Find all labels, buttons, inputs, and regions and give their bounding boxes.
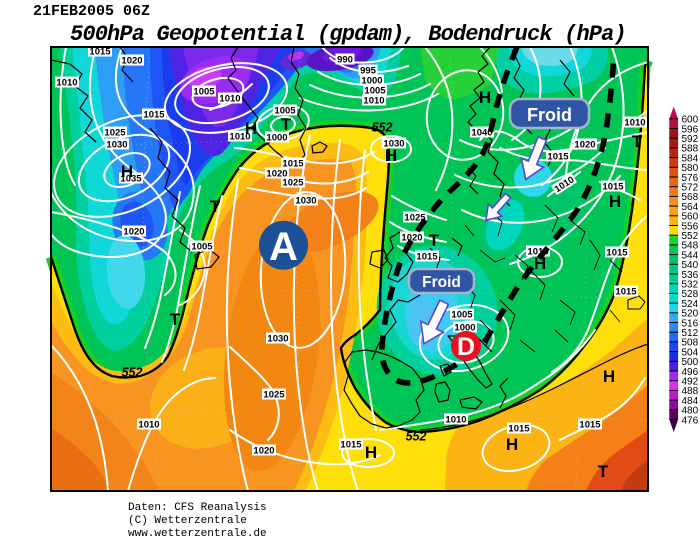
svg-text:1020: 1020 bbox=[121, 56, 142, 67]
svg-text:1020: 1020 bbox=[401, 233, 422, 244]
svg-text:532: 532 bbox=[682, 280, 699, 291]
svg-text:576: 576 bbox=[682, 173, 699, 184]
svg-text:500: 500 bbox=[682, 357, 699, 368]
svg-text:528: 528 bbox=[682, 289, 699, 300]
svg-text:H: H bbox=[365, 443, 377, 462]
svg-text:536: 536 bbox=[682, 270, 699, 281]
svg-text:1025: 1025 bbox=[282, 178, 304, 189]
svg-text:592: 592 bbox=[682, 134, 699, 145]
svg-text:1030: 1030 bbox=[295, 196, 316, 207]
svg-text:1015: 1015 bbox=[89, 47, 111, 58]
svg-text:1010: 1010 bbox=[445, 415, 466, 426]
svg-text:1015: 1015 bbox=[416, 252, 438, 263]
svg-text:544: 544 bbox=[682, 250, 699, 261]
svg-text:524: 524 bbox=[682, 299, 699, 310]
svg-text:1005: 1005 bbox=[193, 87, 215, 98]
svg-text:1000: 1000 bbox=[454, 323, 475, 334]
svg-text:1025: 1025 bbox=[104, 128, 126, 139]
svg-text:T: T bbox=[429, 231, 440, 250]
svg-text:540: 540 bbox=[682, 260, 699, 271]
svg-text:1010: 1010 bbox=[219, 94, 240, 105]
svg-text:1015: 1015 bbox=[602, 182, 624, 193]
svg-text:556: 556 bbox=[682, 221, 699, 232]
svg-text:1015: 1015 bbox=[340, 440, 362, 451]
svg-text:H: H bbox=[603, 367, 615, 386]
svg-text:548: 548 bbox=[682, 241, 699, 252]
svg-text:1020: 1020 bbox=[266, 169, 287, 180]
svg-text:492: 492 bbox=[682, 377, 699, 388]
svg-text:H: H bbox=[534, 254, 546, 273]
svg-text:520: 520 bbox=[682, 309, 699, 320]
svg-text:1040: 1040 bbox=[471, 128, 492, 139]
svg-text:H: H bbox=[479, 88, 491, 107]
svg-text:H: H bbox=[506, 435, 518, 454]
svg-text:560: 560 bbox=[682, 212, 699, 223]
svg-text:1010: 1010 bbox=[624, 118, 645, 129]
svg-text:588: 588 bbox=[682, 144, 699, 155]
svg-text:504: 504 bbox=[682, 347, 699, 358]
svg-text:H: H bbox=[609, 192, 621, 211]
svg-text:564: 564 bbox=[682, 202, 699, 213]
svg-text:D: D bbox=[457, 333, 475, 361]
svg-text:1025: 1025 bbox=[263, 390, 285, 401]
svg-text:1020: 1020 bbox=[574, 140, 595, 151]
svg-text:1015: 1015 bbox=[282, 159, 304, 170]
svg-text:476: 476 bbox=[682, 415, 699, 426]
svg-text:1020: 1020 bbox=[253, 446, 274, 457]
svg-text:480: 480 bbox=[682, 406, 699, 417]
svg-text:Froid: Froid bbox=[527, 105, 572, 125]
svg-text:1005: 1005 bbox=[191, 242, 213, 253]
svg-text:484: 484 bbox=[682, 396, 699, 407]
svg-text:T: T bbox=[632, 132, 643, 151]
svg-text:1025: 1025 bbox=[404, 213, 426, 224]
svg-text:T: T bbox=[210, 197, 221, 216]
svg-text:552: 552 bbox=[406, 430, 427, 444]
svg-text:1015: 1015 bbox=[143, 110, 165, 121]
svg-text:1030: 1030 bbox=[106, 140, 127, 151]
svg-text:1015: 1015 bbox=[606, 248, 628, 259]
svg-text:1020: 1020 bbox=[123, 227, 144, 238]
svg-text:H: H bbox=[385, 146, 397, 165]
svg-text:572: 572 bbox=[682, 183, 699, 194]
svg-text:T: T bbox=[598, 462, 609, 481]
svg-text:1000: 1000 bbox=[266, 133, 287, 144]
svg-text:1015: 1015 bbox=[615, 287, 637, 298]
svg-text:T: T bbox=[281, 115, 292, 134]
svg-text:995: 995 bbox=[360, 66, 377, 77]
svg-text:512: 512 bbox=[682, 328, 699, 339]
svg-text:Froid: Froid bbox=[422, 274, 461, 291]
svg-text:1005: 1005 bbox=[451, 310, 473, 321]
svg-text:580: 580 bbox=[682, 163, 699, 174]
svg-text:596: 596 bbox=[682, 124, 699, 135]
svg-text:600: 600 bbox=[682, 115, 699, 126]
svg-text:1005: 1005 bbox=[364, 86, 386, 97]
svg-text:516: 516 bbox=[682, 318, 699, 329]
svg-text:1005: 1005 bbox=[274, 106, 296, 117]
svg-text:1030: 1030 bbox=[383, 139, 404, 150]
svg-text:1015: 1015 bbox=[508, 424, 530, 435]
svg-text:1030: 1030 bbox=[267, 334, 288, 345]
svg-text:488: 488 bbox=[682, 386, 699, 397]
svg-text:1035: 1035 bbox=[120, 174, 142, 185]
svg-text:1010: 1010 bbox=[138, 420, 159, 431]
svg-text:584: 584 bbox=[682, 153, 699, 164]
svg-text:1010: 1010 bbox=[363, 96, 384, 107]
svg-text:T: T bbox=[170, 310, 181, 329]
svg-text:552: 552 bbox=[372, 121, 393, 135]
svg-text:1000: 1000 bbox=[361, 76, 382, 87]
svg-text:990: 990 bbox=[337, 55, 353, 66]
svg-text:496: 496 bbox=[682, 367, 699, 378]
svg-text:552: 552 bbox=[122, 366, 143, 380]
svg-text:1015: 1015 bbox=[547, 152, 569, 163]
svg-text:1015: 1015 bbox=[579, 420, 601, 431]
svg-text:1015: 1015 bbox=[527, 247, 549, 258]
svg-text:568: 568 bbox=[682, 192, 699, 203]
svg-text:H: H bbox=[245, 119, 257, 138]
svg-text:1010: 1010 bbox=[229, 132, 250, 143]
svg-text:A: A bbox=[269, 225, 298, 269]
svg-text:H: H bbox=[121, 162, 133, 181]
svg-text:552: 552 bbox=[682, 231, 699, 242]
svg-text:508: 508 bbox=[682, 338, 699, 349]
svg-text:1010: 1010 bbox=[56, 78, 77, 89]
